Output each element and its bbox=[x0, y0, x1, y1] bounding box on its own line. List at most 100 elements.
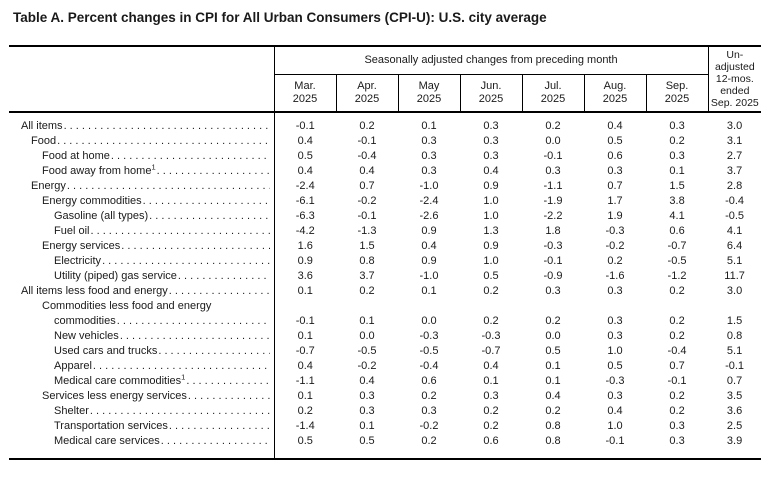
row-label-cell: Food away from home1 bbox=[9, 163, 275, 179]
cell-value: -0.7 bbox=[481, 345, 501, 357]
cell-value: -0.1 bbox=[543, 255, 563, 267]
cell-value: 0.3 bbox=[483, 150, 499, 162]
row-label: Energy services bbox=[42, 240, 121, 252]
cell-value: 0.8 bbox=[359, 255, 375, 267]
cell-value: -1.4 bbox=[295, 420, 315, 432]
cell-value: -0.2 bbox=[419, 420, 439, 432]
cell-value: 0.2 bbox=[669, 405, 685, 417]
row-label-cell: Energy bbox=[9, 179, 275, 194]
column-header-month: Apr. 2025 bbox=[336, 74, 399, 113]
cell-value: -0.1 bbox=[357, 210, 377, 222]
table-row: Medical care services 0.5 0.5 0.2 0.6 0.8 -0.1… bbox=[9, 434, 761, 459]
cell-value: 0.4 bbox=[297, 135, 313, 147]
cell-value: -1.3 bbox=[357, 225, 377, 237]
row-label: commodities bbox=[54, 315, 116, 327]
cell-value: -0.4 bbox=[667, 345, 687, 357]
table-row: Energy services 1.6 1.5 0.4 0.9 -0.3 -0.2 -0.7 6… bbox=[9, 239, 761, 254]
cell-value: 0.9 bbox=[421, 225, 437, 237]
leader-dots bbox=[57, 134, 269, 149]
cell-value: -0.3 bbox=[605, 375, 625, 387]
leader-dots bbox=[178, 269, 270, 284]
cell-value: 0.3 bbox=[545, 285, 561, 297]
cell-value: 3.7 bbox=[359, 270, 375, 282]
cell-value: 0.6 bbox=[669, 225, 685, 237]
cell-value: 0.3 bbox=[359, 405, 375, 417]
stub-header-cell bbox=[9, 46, 275, 113]
cell-value: 1.5 bbox=[359, 240, 375, 252]
table-row: New vehicles 0.1 0.0 -0.3 -0.3 0.0 0.3 0.2 0.8 bbox=[9, 329, 761, 344]
cell-value: -0.1 bbox=[605, 435, 625, 447]
cell-value: 0.8 bbox=[545, 435, 561, 447]
cell-value: 0.3 bbox=[421, 150, 437, 162]
cell-value: 0.3 bbox=[359, 390, 375, 402]
leader-dots bbox=[186, 374, 269, 389]
cell-value: 0.3 bbox=[669, 435, 685, 447]
cell-value: 0.4 bbox=[483, 165, 499, 177]
row-label-cell: Food bbox=[9, 134, 275, 149]
cell-value: 0.5 bbox=[483, 270, 499, 282]
cell-value: 0.2 bbox=[545, 120, 561, 132]
column-header-month: Sep. 2025 bbox=[646, 74, 709, 113]
cell-value: -4.2 bbox=[295, 225, 315, 237]
table-row: Medical care commodities1 -1.1 0.4 0.6 0.1 0.… bbox=[9, 372, 761, 389]
cell-value: -0.2 bbox=[357, 360, 377, 372]
column-header-month: Jul. 2025 bbox=[522, 74, 585, 113]
row-label-cell: Medical care services bbox=[9, 434, 275, 459]
cell-value: 0.3 bbox=[669, 120, 685, 132]
row-label: Fuel oil bbox=[54, 225, 90, 237]
cell-value: 0.1 bbox=[297, 285, 313, 297]
cell-value: 3.9 bbox=[726, 435, 743, 447]
cell-value: -0.3 bbox=[481, 330, 501, 342]
cell-value: -1.1 bbox=[543, 180, 563, 192]
row-label-cell: Shelter bbox=[9, 404, 275, 419]
cell-value: 0.0 bbox=[421, 315, 437, 327]
cell-value: 0.1 bbox=[483, 375, 499, 387]
cell-value: 1.0 bbox=[607, 345, 623, 357]
cell-value: 0.3 bbox=[607, 165, 623, 177]
table-row: Shelter 0.2 0.3 0.3 0.2 0.2 0.4 0.2 3.6 bbox=[9, 404, 761, 419]
cell-value: -2.4 bbox=[419, 195, 439, 207]
cell-value: 0.4 bbox=[607, 120, 623, 132]
row-label: Medical care commodities1 bbox=[54, 372, 186, 387]
cell-value: 0.9 bbox=[421, 255, 437, 267]
cell-value: 0.6 bbox=[421, 375, 437, 387]
cell-value: 0.2 bbox=[297, 405, 313, 417]
cell-value: -0.3 bbox=[543, 240, 563, 252]
cell-value: 0.0 bbox=[545, 330, 561, 342]
cell-value: 0.4 bbox=[421, 240, 437, 252]
cell-value: 0.1 bbox=[545, 375, 561, 387]
cell-value: -0.2 bbox=[605, 240, 625, 252]
row-label: All items less food and energy bbox=[21, 285, 168, 297]
row-label-cell: All items bbox=[9, 112, 275, 134]
cell-value: -1.6 bbox=[605, 270, 625, 282]
leader-dots bbox=[102, 254, 269, 269]
cell-value: 11.7 bbox=[724, 270, 745, 282]
cell-value: 0.1 bbox=[359, 315, 375, 327]
cell-value: -1.9 bbox=[543, 195, 563, 207]
cell-value: 0.9 bbox=[483, 240, 499, 252]
cell-value: 0.3 bbox=[607, 390, 623, 402]
table-row: Apparel 0.4 -0.2 -0.4 0.4 0.1 0.5 0.7 -0.1 bbox=[9, 359, 761, 374]
table-row: Utility (piped) gas service 3.6 3.7 -1.0 0.5… bbox=[9, 269, 761, 284]
row-label: Energy bbox=[31, 180, 66, 192]
table-row: Food at home 0.5 -0.4 0.3 0.3 -0.1 0.6 0.3 2.7 bbox=[9, 149, 761, 164]
row-label: Energy commodities bbox=[42, 195, 142, 207]
cell-value: 1.0 bbox=[607, 420, 623, 432]
cell-value: -0.3 bbox=[605, 225, 625, 237]
cell-value: 0.3 bbox=[669, 150, 685, 162]
page-title: Table A. Percent changes in CPI for All … bbox=[13, 10, 547, 25]
table-row: Gasoline (all types) -6.3 -0.1 -2.6 1.0 -2.2 1… bbox=[9, 209, 761, 224]
cell-value: 3.0 bbox=[726, 120, 743, 132]
row-label-cell: Fuel oil bbox=[9, 224, 275, 239]
row-label-cell: Energy commodities bbox=[9, 194, 275, 209]
cell-value: 0.2 bbox=[669, 330, 685, 342]
row-label: New vehicles bbox=[54, 330, 119, 342]
cell-value: 1.9 bbox=[607, 210, 623, 222]
leader-dots bbox=[158, 344, 269, 359]
row-label-cell: Apparel bbox=[9, 359, 275, 374]
row-label-cell: Food at home bbox=[9, 149, 275, 164]
row-label: Gasoline (all types) bbox=[54, 210, 149, 222]
cell-value: 0.4 bbox=[545, 390, 561, 402]
cell-value: 0.5 bbox=[297, 435, 313, 447]
leader-dots bbox=[90, 404, 270, 419]
